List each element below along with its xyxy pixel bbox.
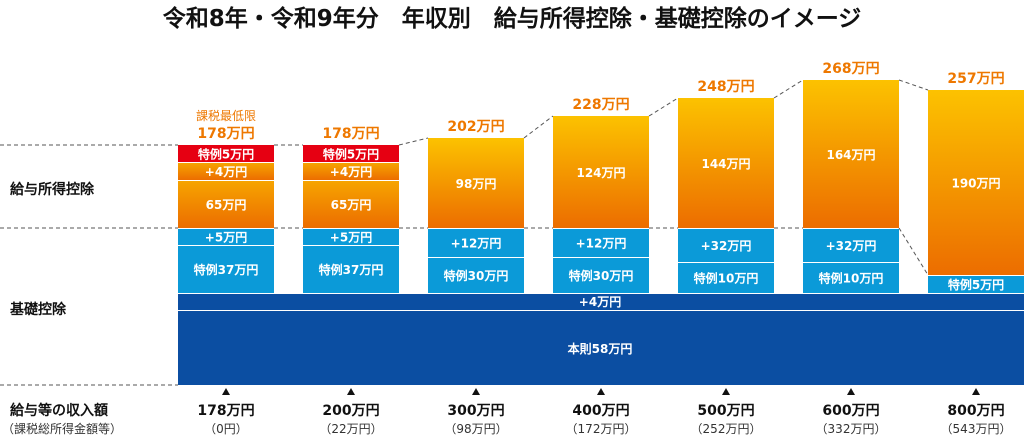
basic-deduction-segment (428, 258, 524, 293)
segment-label: 特例5万円 (948, 277, 1004, 292)
segment-label: 124万円 (576, 166, 625, 180)
basic-deduction-segment (803, 229, 899, 262)
triangle-marker-icon (722, 388, 730, 395)
income-label: 800万円 (947, 403, 1004, 419)
segment-label: +4万円 (579, 295, 621, 309)
segment-label: +5万円 (205, 231, 247, 245)
basic-deduction-segment (678, 229, 774, 262)
segment-label: 特例5万円 (323, 147, 379, 162)
taxable-income-label: （22万円） (319, 422, 382, 436)
total-label: 228万円 (572, 97, 629, 113)
segment-label: +32万円 (826, 239, 877, 253)
connector-line (398, 137, 429, 146)
basic-deduction-segment (553, 258, 649, 293)
connector-line (898, 79, 929, 91)
salary-deduction-segment (803, 80, 899, 228)
salary-deduction-segment (428, 138, 524, 228)
triangle-marker-icon (472, 388, 480, 395)
segment-label: 190万円 (951, 177, 1000, 191)
basic-deduction-segment (803, 263, 899, 293)
triangle-marker-icon (847, 388, 855, 395)
income-label: 500万円 (697, 403, 754, 419)
triangle-marker-icon (347, 388, 355, 395)
taxable-income-label: （332万円） (816, 422, 887, 436)
segment-label: +4万円 (330, 165, 372, 179)
income-label: 600万円 (822, 403, 879, 419)
segment-label: +5万円 (330, 231, 372, 245)
salary-deduction-segment (178, 163, 274, 180)
income-label: 400万円 (572, 403, 629, 419)
segment-label: 特例37万円 (319, 262, 384, 277)
taxable-income-label: （252万円） (691, 422, 762, 436)
row-label-basic-deduction: 基礎控除 (10, 301, 67, 318)
basic-deduction-segment (678, 263, 774, 293)
basic-deduction-segment (928, 276, 1024, 293)
triangle-marker-icon (222, 388, 230, 395)
connector-line (648, 97, 679, 117)
segment-label: 特例30万円 (569, 268, 634, 283)
segment-label: 特例37万円 (194, 262, 259, 277)
income-label: 300万円 (447, 403, 504, 419)
total-label: 178万円 (197, 126, 254, 142)
basic-deduction-segment (178, 246, 274, 293)
total-label: 248万円 (697, 79, 754, 95)
basic-deduction-main-bar (178, 311, 1024, 385)
taxable-income-label: （172万円） (566, 422, 637, 436)
basic-deduction-extra-bar (178, 294, 1024, 310)
row-label-income-sub: （課税総所得金額等） (2, 421, 122, 436)
basic-deduction-segment (553, 229, 649, 257)
segment-label: 特例10万円 (694, 271, 759, 286)
total-label: 178万円 (322, 126, 379, 142)
threshold-note: 課税最低限 (196, 108, 256, 123)
taxable-income-label: （98万円） (444, 422, 507, 436)
connector-line (523, 115, 554, 139)
salary-deduction-segment (178, 145, 274, 162)
triangle-marker-icon (972, 388, 980, 395)
basic-deduction-segment (303, 229, 399, 245)
segment-label: 65万円 (206, 198, 247, 212)
total-label: 257万円 (947, 71, 1004, 87)
row-label-salary-deduction: 給与所得控除 (10, 181, 95, 198)
segment-label: 本則58万円 (568, 341, 633, 356)
segment-label: 98万円 (456, 177, 497, 191)
connector-line (773, 79, 804, 99)
triangle-marker-icon (597, 388, 605, 395)
salary-deduction-segment (303, 163, 399, 180)
salary-deduction-segment (928, 90, 1024, 275)
segment-label: 特例30万円 (444, 268, 509, 283)
taxable-income-label: （0円） (204, 422, 248, 436)
income-label: 178万円 (197, 403, 254, 419)
salary-deduction-segment (678, 98, 774, 228)
segment-label: 特例5万円 (198, 147, 254, 162)
row-label-income: 給与等の収入額 (10, 402, 108, 419)
salary-deduction-segment (303, 181, 399, 228)
income-label: 200万円 (322, 403, 379, 419)
segment-label: 65万円 (331, 198, 372, 212)
basic-deduction-segment (428, 229, 524, 257)
segment-label: 144万円 (701, 157, 750, 171)
taxable-income-label: （543万円） (941, 422, 1012, 436)
segment-label: +12万円 (576, 237, 627, 251)
segment-label: 特例10万円 (819, 271, 884, 286)
salary-deduction-segment (553, 116, 649, 228)
segment-label: +32万円 (701, 239, 752, 253)
segment-label: +4万円 (205, 165, 247, 179)
basic-deduction-segment (303, 246, 399, 293)
salary-deduction-segment (303, 145, 399, 162)
salary-deduction-segment (178, 181, 274, 228)
total-label: 268万円 (822, 61, 879, 77)
basic-deduction-segment (178, 229, 274, 245)
segment-label: 164万円 (826, 148, 875, 162)
total-label: 202万円 (447, 119, 504, 135)
connector-line (898, 227, 929, 276)
chart-title: 令和8年・令和9年分 年収別 給与所得控除・基礎控除のイメージ (163, 5, 862, 32)
segment-label: +12万円 (451, 237, 502, 251)
